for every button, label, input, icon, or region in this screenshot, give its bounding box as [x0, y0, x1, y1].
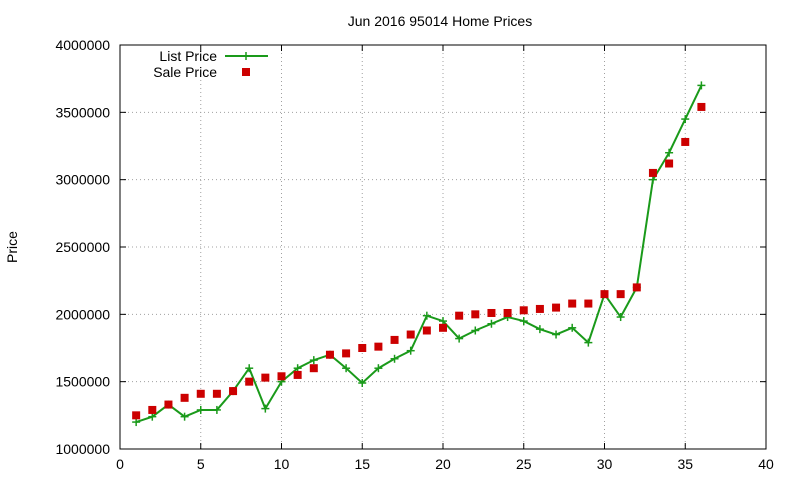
- y-tick-label: 1000000: [55, 441, 110, 457]
- legend-label: List Price: [159, 48, 217, 64]
- data-point: [293, 364, 302, 373]
- data-point: [358, 344, 367, 352]
- data-point: [293, 370, 302, 379]
- x-tick-label: 35: [677, 456, 693, 472]
- data-point: [584, 299, 593, 308]
- y-tick-label: 2500000: [55, 239, 110, 255]
- data-point: [422, 326, 431, 335]
- data-point: [245, 364, 254, 373]
- data-point: [665, 159, 674, 168]
- data-point: [681, 137, 690, 146]
- series-sale-price: [132, 102, 706, 420]
- data-point: [648, 175, 657, 184]
- data-point: [406, 330, 415, 339]
- data-point: [196, 389, 205, 398]
- legend-item: List Price: [159, 48, 268, 64]
- data-point: [535, 325, 544, 334]
- data-point: [568, 299, 577, 308]
- chart-title: Jun 2016 95014 Home Prices: [348, 13, 532, 29]
- y-tick-label: 4000000: [55, 37, 110, 53]
- data-point: [132, 418, 141, 427]
- data-point: [439, 323, 447, 332]
- data-point: [390, 335, 399, 344]
- data-point: [390, 354, 399, 363]
- x-tick-label: 20: [435, 456, 451, 472]
- x-tick-label: 25: [516, 456, 532, 472]
- data-point: [568, 323, 577, 332]
- data-point: [697, 102, 706, 111]
- data-point: [180, 412, 189, 421]
- data-point: [519, 317, 528, 326]
- data-point: [358, 379, 367, 388]
- series-line: [135, 84, 703, 424]
- x-tick-label: 5: [197, 456, 205, 472]
- data-point: [229, 387, 238, 396]
- data-point: [374, 364, 383, 373]
- data-point: [455, 311, 464, 320]
- axes: 0 5 10 15 20 25 30 35 40 1000000 1500000 2000000 250…: [55, 37, 774, 472]
- grid: [120, 45, 766, 449]
- data-point: [648, 168, 657, 177]
- data-point: [600, 290, 609, 299]
- data-point: [471, 326, 480, 335]
- data-point: [342, 349, 351, 358]
- y-tick-label: 2000000: [55, 306, 110, 322]
- data-point: [503, 308, 512, 317]
- plot-area: [132, 81, 706, 427]
- x-tick-label: 40: [758, 456, 774, 472]
- data-point: [616, 313, 625, 322]
- data-point: [584, 338, 593, 347]
- data-point: [616, 290, 625, 299]
- y-tick-label: 1500000: [55, 374, 110, 390]
- series-list-price: [132, 81, 706, 427]
- y-tick-label: 3500000: [55, 104, 110, 120]
- data-point: [487, 308, 496, 317]
- data-point: [374, 342, 383, 351]
- data-point: [309, 356, 318, 365]
- data-point: [422, 311, 431, 320]
- data-point: [697, 81, 706, 90]
- data-point: [277, 372, 286, 381]
- data-point: [439, 317, 447, 326]
- data-point: [309, 364, 318, 373]
- data-point: [406, 346, 415, 355]
- data-point: [681, 115, 690, 124]
- data-point: [535, 304, 544, 313]
- data-point: [552, 330, 561, 339]
- data-point: [455, 334, 464, 343]
- data-point: [164, 400, 173, 409]
- legend-label: Sale Price: [153, 64, 217, 80]
- data-point: [487, 319, 496, 328]
- legend-marker: [242, 68, 250, 76]
- y-axis-label: Price: [4, 231, 20, 263]
- data-point: [212, 389, 221, 398]
- data-point: [471, 310, 480, 319]
- y-tick-label: 3000000: [55, 172, 110, 188]
- data-point: [212, 405, 221, 414]
- legend-marker: [242, 52, 250, 60]
- data-point: [342, 364, 351, 373]
- data-point: [519, 306, 528, 315]
- legend-item: Sale Price: [153, 64, 250, 80]
- data-point: [148, 412, 157, 421]
- data-point: [632, 283, 641, 292]
- data-point: [325, 350, 334, 359]
- x-tick-label: 0: [116, 456, 124, 472]
- data-point: [245, 377, 254, 386]
- data-point: [132, 411, 141, 420]
- data-point: [665, 148, 674, 157]
- x-tick-label: 10: [274, 456, 290, 472]
- data-point: [552, 303, 561, 312]
- x-tick-label: 30: [597, 456, 613, 472]
- data-point: [180, 393, 189, 402]
- x-tick-label: 15: [354, 456, 370, 472]
- data-point: [148, 405, 157, 414]
- data-point: [261, 404, 270, 413]
- data-point: [261, 373, 270, 382]
- data-point: [196, 405, 205, 414]
